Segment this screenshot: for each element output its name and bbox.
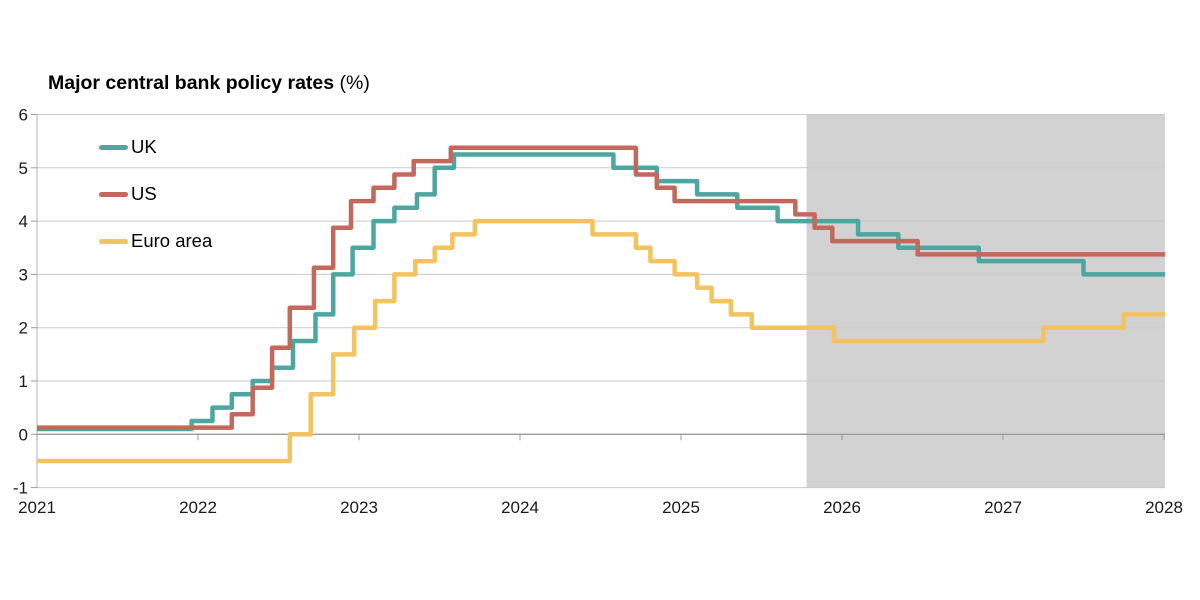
legend-item-euro-area: Euro area — [99, 231, 212, 251]
chart-title-unit: (%) — [339, 72, 370, 94]
series-line-uk — [37, 152, 1165, 432]
legend-label-uk: UK — [131, 136, 157, 157]
legend: UK US Euro area — [99, 137, 212, 251]
x-tick-label-2024: 2024 — [501, 498, 539, 517]
y-tick-label-6: 6 — [19, 106, 28, 125]
y-tick-label--1: -1 — [13, 479, 28, 498]
chart-title-text: Major central bank policy rates — [48, 72, 335, 94]
series-line-us — [37, 145, 1165, 430]
x-tick-label-2026: 2026 — [823, 498, 861, 517]
x-tick-label-2023: 2023 — [340, 498, 378, 517]
legend-swatch-uk-icon — [99, 144, 128, 150]
legend-label-euro-area: Euro area — [131, 230, 213, 251]
x-tick-label-2022: 2022 — [179, 498, 217, 517]
x-tick-label-2021: 2021 — [18, 498, 56, 517]
y-tick-label-2: 2 — [19, 319, 28, 338]
forecast-region — [806, 114, 1165, 488]
legend-swatch-euro-area-icon — [99, 238, 128, 244]
y-tick-label-3: 3 — [19, 265, 28, 284]
y-tick-label-5: 5 — [19, 159, 28, 178]
legend-label-us: US — [131, 183, 157, 204]
legend-item-us: US — [99, 184, 212, 204]
x-tick-label-2025: 2025 — [662, 498, 700, 517]
series-line-euro-area — [37, 218, 1165, 464]
x-tick-label-2027: 2027 — [984, 498, 1022, 517]
y-tick-label-0: 0 — [19, 425, 28, 444]
x-tick-label-2028: 2028 — [1145, 498, 1183, 517]
y-tick-label-1: 1 — [19, 372, 28, 391]
chart-title: Major central bank policy rates (%) — [48, 72, 370, 95]
legend-swatch-us-icon — [99, 191, 128, 197]
legend-item-uk: UK — [99, 137, 212, 157]
y-tick-label-4: 4 — [19, 212, 28, 231]
